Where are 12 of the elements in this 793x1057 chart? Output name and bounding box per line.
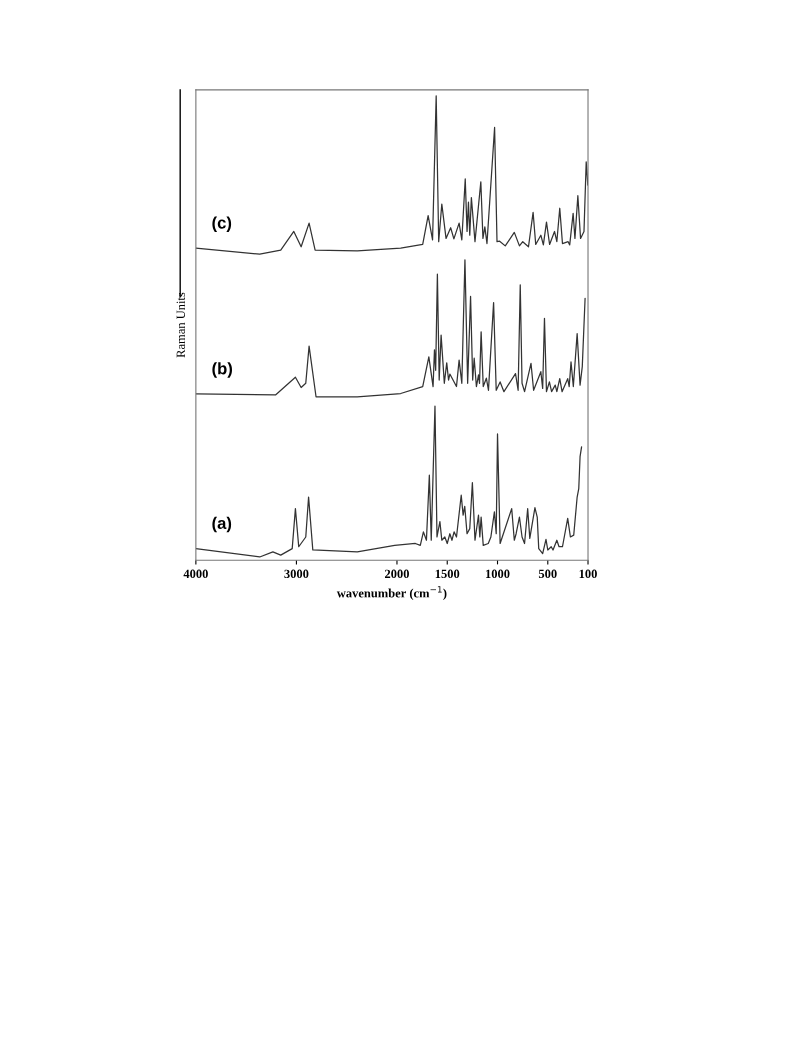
series-label: (c) xyxy=(212,216,232,232)
series-label: (a) xyxy=(212,516,232,533)
x-axis-title: wavenumber (cm$^{−1}$) xyxy=(336,586,447,600)
y-axis-title: Raman Units xyxy=(176,292,185,358)
series-label: (b) xyxy=(212,362,233,378)
x-tick-label: 1500 xyxy=(435,569,460,579)
x-tick-label: 4000 xyxy=(183,569,208,579)
x-tick-label: 100 xyxy=(579,569,597,579)
x-tick-label: 3000 xyxy=(284,569,309,579)
x-tick-label: 500 xyxy=(538,569,557,579)
x-tick-label: 2000 xyxy=(384,569,409,579)
x-tick-label: 1000 xyxy=(486,569,510,579)
